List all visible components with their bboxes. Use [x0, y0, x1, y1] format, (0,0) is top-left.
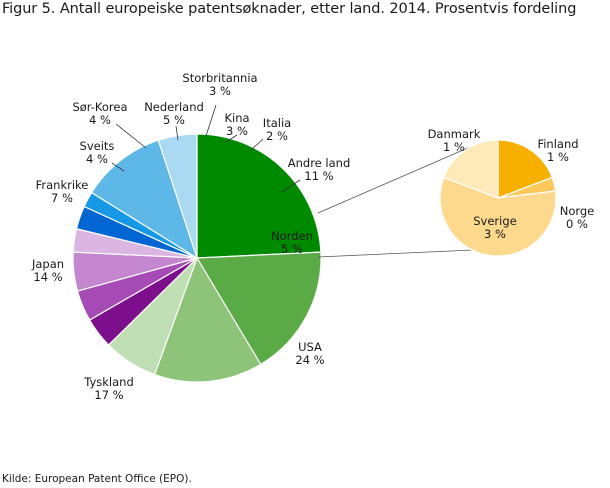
slice-sverige [439, 176, 557, 257]
slice-value-andre-land: 11 % [304, 169, 333, 183]
slice-tyskland [195, 251, 322, 366]
connector-line-bottom [317, 249, 474, 258]
slice-value-usa: 24 % [295, 353, 324, 367]
slice-japan [153, 256, 262, 383]
slice-label-sveits: Sveits [80, 139, 115, 153]
leader-line-storbritannia [205, 104, 217, 137]
connector-line-top [317, 146, 471, 214]
pie-connectors [317, 146, 474, 258]
norden-pie [439, 139, 557, 257]
slice-value-danmark: 1 % [443, 140, 465, 154]
main-pie [72, 133, 322, 383]
slice-label-sor-korea: Sør-Korea [72, 100, 127, 114]
slice-value-italia: 2 % [266, 129, 288, 143]
slice-label-kina: Kina [224, 111, 249, 125]
slice-andre-land [90, 139, 199, 260]
slice-label-andre-land: Andre land [288, 156, 351, 170]
source-note: Kilde: European Patent Office (EPO). [2, 473, 192, 485]
slice-label-usa: USA [298, 340, 322, 354]
slice-label-sverige: Sverige [473, 214, 516, 228]
leader-line-nederland [175, 125, 179, 141]
slice-label-italia: Italia [263, 116, 291, 130]
leader-line-italia [250, 138, 264, 151]
leader-line-andre-land [281, 179, 301, 193]
slice-label-danmark: Danmark [428, 127, 481, 141]
slice-label-norge: Norge [560, 204, 595, 218]
slice-label-norden: Norden [271, 229, 313, 243]
slice-label-tyskland: Tyskland [83, 375, 134, 389]
slice-label-storbritannia: Storbritannia [182, 71, 257, 85]
slice-value-kina: 3 % [226, 124, 248, 138]
chart-title: Figur 5. Antall europeiske patentsøknade… [2, 1, 577, 17]
slice-value-storbritannia: 3 % [209, 84, 231, 98]
slice-label-nederland: Nederland [144, 100, 204, 114]
slice-value-frankrike: 7 % [51, 191, 73, 205]
leader-line-kina [225, 134, 238, 143]
slice-value-finland: 1 % [547, 150, 569, 164]
slice-label-frankrike: Frankrike [36, 178, 89, 192]
slice-value-tyskland: 17 % [94, 388, 123, 402]
slice-label-finland: Finland [537, 137, 578, 151]
slice-value-sverige: 3 % [484, 227, 506, 241]
slice-value-norge: 0 % [566, 217, 588, 231]
slice-finland [497, 139, 554, 199]
label-leader-lines [111, 104, 301, 193]
slice-value-sveits: 4 % [86, 152, 108, 166]
slice-value-japan: 14 % [33, 270, 62, 284]
slice-value-sor-korea: 4 % [89, 113, 111, 127]
slice-label-japan: Japan [31, 257, 64, 271]
slice-danmark [442, 139, 499, 199]
slice-usa [196, 133, 322, 259]
slice-value-norden: 5 % [281, 242, 303, 256]
slice-value-nederland: 5 % [163, 113, 185, 127]
leader-line-sveits [111, 162, 125, 172]
leader-line-sor-korea [115, 123, 147, 149]
